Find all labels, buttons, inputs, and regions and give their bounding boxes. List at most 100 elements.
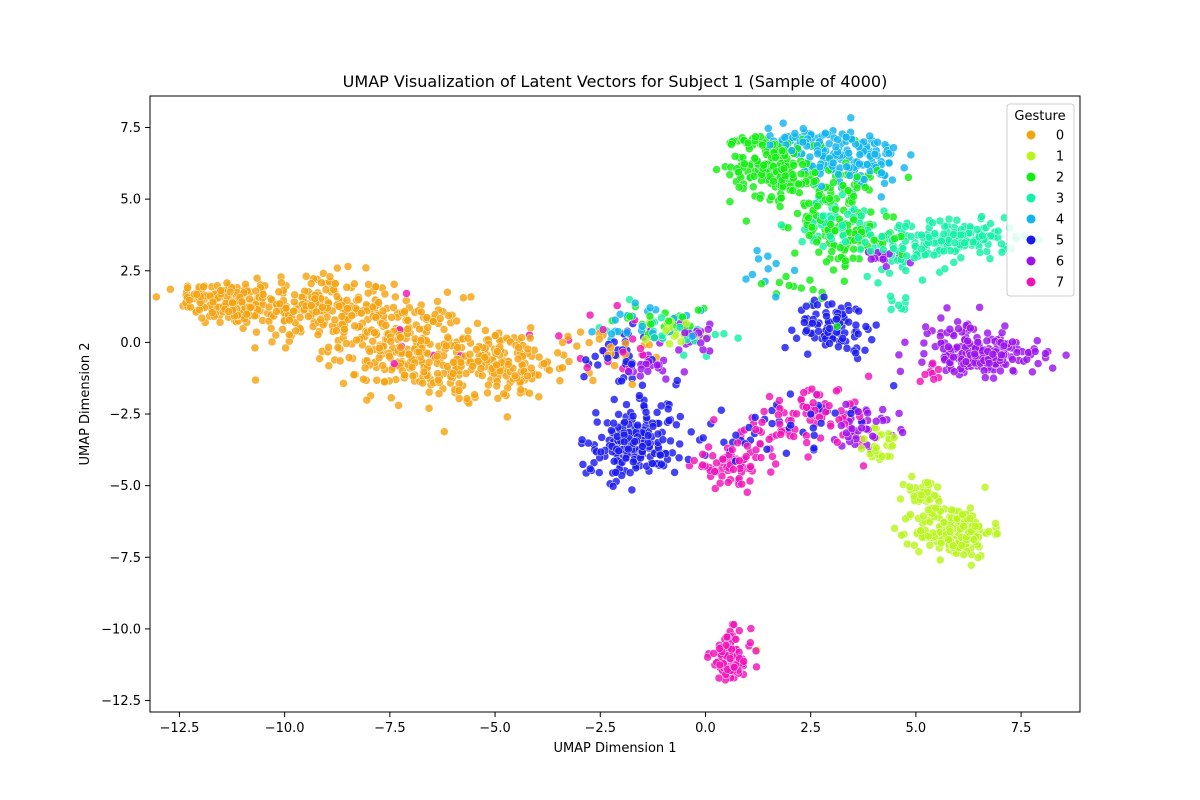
data-point-gesture-0 [387,313,396,322]
data-point-gesture-2 [831,205,840,214]
data-point-gesture-7 [585,310,595,320]
data-point-gesture-7 [598,325,608,334]
data-point-gesture-7 [725,654,735,663]
data-point-gesture-2 [904,173,913,182]
data-point-gesture-5 [767,419,777,428]
data-point-gesture-7 [808,398,818,408]
data-point-gesture-4 [828,158,838,168]
data-point-gesture-0 [185,295,194,305]
data-point-gesture-4 [889,143,898,152]
data-point-gesture-5 [834,342,843,352]
data-point-gesture-6 [952,342,962,352]
data-point-gesture-3 [894,301,903,310]
data-point-gesture-2 [835,243,845,253]
data-point-gesture-6 [900,338,910,347]
data-point-gesture-0 [304,312,313,321]
y-tick-label: 7.5 [120,121,141,136]
data-point-gesture-3 [952,216,962,225]
data-point-gesture-6 [997,350,1006,360]
data-point-gesture-3 [657,313,666,322]
data-point-gesture-2 [840,277,849,286]
data-point-gesture-0 [389,280,399,289]
data-point-gesture-4 [877,168,886,177]
data-point-gesture-4 [865,131,875,141]
data-point-gesture-2 [749,182,758,192]
data-point-gesture-3 [950,238,960,248]
data-point-gesture-0 [350,321,359,331]
data-point-gesture-7 [704,442,713,452]
data-point-gesture-2 [789,161,798,170]
data-point-gesture-2 [882,212,891,221]
data-point-gesture-0 [513,354,523,364]
data-point-gesture-7 [833,438,842,447]
data-point-gesture-2 [814,247,824,257]
data-point-gesture-5 [846,409,856,418]
data-point-gesture-4 [855,150,865,159]
data-point-gesture-5 [786,389,795,399]
data-point-gesture-0 [403,316,413,325]
data-point-gesture-3 [879,245,888,254]
data-point-gesture-6 [636,371,645,381]
data-point-gesture-6 [945,324,955,334]
data-point-gesture-0 [389,303,398,312]
y-axis-title: UMAP Dimension 2 [78,342,93,465]
data-point-gesture-2 [796,169,806,179]
data-point-gesture-5 [656,450,665,460]
data-point-gesture-3 [650,333,659,342]
data-point-gesture-6 [878,405,887,414]
data-point-gesture-0 [343,262,353,271]
data-point-gesture-0 [468,361,477,371]
data-point-gesture-7 [775,419,784,429]
data-point-gesture-1 [959,521,968,531]
data-point-gesture-7 [746,462,755,471]
data-point-gesture-3 [944,214,954,224]
data-point-gesture-0 [375,343,384,353]
data-point-gesture-0 [267,337,277,347]
data-point-gesture-7 [812,390,822,399]
data-point-gesture-1 [916,490,926,500]
data-point-gesture-0 [473,356,483,366]
data-point-gesture-2 [841,256,850,266]
data-point-gesture-4 [884,158,894,168]
data-point-gesture-4 [846,113,856,123]
data-point-gesture-3 [968,237,978,247]
data-point-gesture-6 [989,373,998,383]
data-point-gesture-3 [711,330,720,339]
data-point-gesture-0 [365,347,375,356]
data-point-gesture-0 [216,286,225,295]
data-point-gesture-5 [686,427,696,437]
data-point-gesture-5 [860,346,870,355]
data-point-gesture-4 [821,128,830,138]
data-point-gesture-0 [350,279,359,289]
data-point-gesture-2 [750,154,760,163]
data-point-gesture-1 [682,319,691,328]
data-point-gesture-4 [790,266,799,275]
data-point-gesture-5 [809,431,819,440]
data-point-gesture-7 [775,396,784,405]
data-point-gesture-6 [1033,359,1043,368]
data-point-gesture-0 [463,333,473,343]
data-point-gesture-2 [743,138,753,148]
data-point-gesture-0 [484,380,493,390]
data-point-gesture-3 [877,232,887,241]
data-point-gesture-1 [903,539,912,549]
data-point-gesture-0 [371,282,380,292]
data-point-gesture-0 [396,343,405,352]
data-point-gesture-0 [274,287,284,297]
data-point-gesture-4 [764,124,773,133]
data-point-gesture-0 [452,316,461,326]
x-tick-label: 5.0 [906,721,927,736]
data-point-gesture-0 [271,330,281,340]
data-point-gesture-5 [786,420,795,430]
data-point-gesture-3 [906,232,916,241]
data-point-gesture-6 [702,334,711,343]
data-point-gesture-0 [470,390,479,399]
data-point-gesture-0 [371,313,381,322]
data-point-gesture-0 [493,347,502,356]
data-point-gesture-0 [563,332,573,341]
data-point-gesture-3 [956,230,966,240]
data-point-gesture-2 [890,234,899,243]
data-point-gesture-6 [919,349,929,358]
data-point-gesture-5 [633,420,642,430]
data-point-gesture-0 [342,283,352,292]
